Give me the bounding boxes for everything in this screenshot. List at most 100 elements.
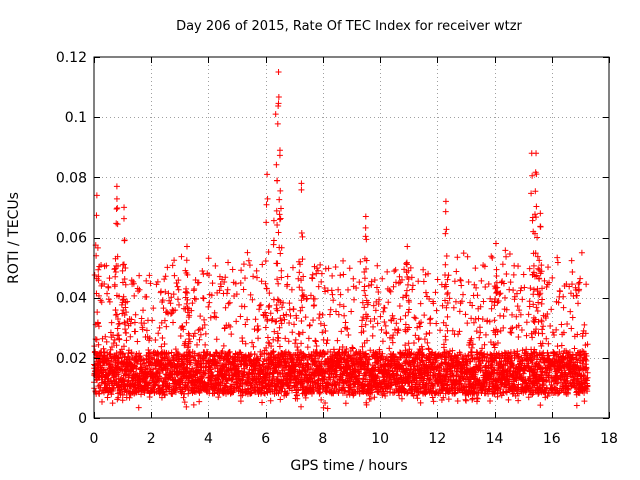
data-point: [276, 152, 283, 159]
data-point: [321, 322, 328, 329]
data-point: [215, 376, 222, 383]
data-point: [128, 349, 135, 356]
data-point: [146, 335, 153, 342]
data-point: [136, 286, 143, 293]
data-point: [319, 311, 326, 318]
data-point: [191, 330, 198, 337]
data-point: [140, 307, 147, 314]
data-point: [363, 236, 370, 243]
data-point: [324, 405, 331, 412]
data-point: [340, 257, 347, 264]
data-point: [249, 296, 256, 303]
data-point: [201, 321, 208, 328]
data-point: [455, 331, 462, 338]
data-point: [158, 288, 165, 295]
data-point: [380, 308, 387, 315]
data-point: [161, 317, 168, 324]
data-point: [515, 333, 522, 340]
data-point: [287, 312, 294, 319]
data-point: [259, 261, 266, 268]
data-point: [322, 399, 329, 406]
data-point: [183, 403, 190, 410]
data-point: [241, 368, 248, 375]
data-point: [237, 313, 244, 320]
data-point: [335, 311, 342, 318]
data-point: [298, 186, 305, 193]
data-point: [346, 265, 353, 272]
data-point: [362, 292, 369, 299]
data-point: [132, 311, 139, 318]
data-point: [289, 264, 296, 271]
data-point: [95, 341, 102, 348]
data-point: [341, 312, 348, 319]
data-point: [179, 360, 186, 367]
data-point: [298, 403, 305, 410]
data-point: [205, 303, 212, 310]
data-point: [476, 324, 483, 331]
data-point: [222, 274, 229, 281]
data-point: [317, 320, 324, 327]
data-point: [256, 302, 263, 309]
data-point: [289, 329, 296, 336]
data-point: [538, 318, 545, 325]
data-point: [450, 304, 457, 311]
data-point: [135, 404, 142, 411]
data-point: [262, 280, 269, 287]
data-point: [265, 248, 272, 255]
data-point: [317, 261, 324, 268]
data-point: [262, 324, 269, 331]
data-points: [91, 69, 591, 412]
data-point: [180, 352, 187, 359]
data-point: [106, 298, 113, 305]
data-point: [263, 344, 270, 351]
data-point: [270, 336, 277, 343]
data-point: [121, 312, 128, 319]
data-point: [228, 331, 235, 338]
data-point: [246, 352, 253, 359]
data-point: [114, 262, 121, 269]
data-point: [180, 394, 187, 401]
data-point: [445, 396, 452, 403]
data-point: [392, 266, 399, 273]
data-point: [158, 343, 165, 350]
data-point: [473, 328, 480, 335]
data-point: [329, 272, 336, 279]
data-point: [267, 310, 274, 317]
data-point: [175, 277, 182, 284]
data-point: [533, 203, 540, 210]
data-point: [530, 262, 537, 269]
data-point: [189, 300, 196, 307]
data-point: [452, 298, 459, 305]
data-point: [319, 329, 326, 336]
data-point: [404, 281, 411, 288]
data-point: [95, 323, 102, 330]
data-point: [123, 329, 130, 336]
data-point: [334, 337, 341, 344]
data-point: [123, 337, 130, 344]
data-point: [361, 283, 368, 290]
data-point: [154, 349, 161, 356]
data-point: [361, 304, 368, 311]
data-point: [118, 301, 125, 308]
data-point: [196, 326, 203, 333]
data-point: [417, 399, 424, 406]
data-point: [456, 308, 463, 315]
data-point: [115, 321, 122, 328]
data-point: [508, 329, 515, 336]
data-point: [382, 322, 389, 329]
data-point: [143, 327, 150, 334]
data-point: [374, 262, 381, 269]
data-point: [94, 309, 101, 316]
data-point: [237, 279, 244, 286]
data-point: [292, 336, 299, 343]
data-point: [482, 283, 489, 290]
data-point: [340, 271, 347, 278]
data-point: [200, 271, 207, 278]
data-point: [91, 272, 98, 279]
data-point: [442, 230, 449, 237]
data-point: [299, 233, 306, 240]
data-point: [132, 328, 139, 335]
data-point: [501, 294, 508, 301]
data-point: [316, 314, 323, 321]
data-point: [557, 288, 564, 295]
